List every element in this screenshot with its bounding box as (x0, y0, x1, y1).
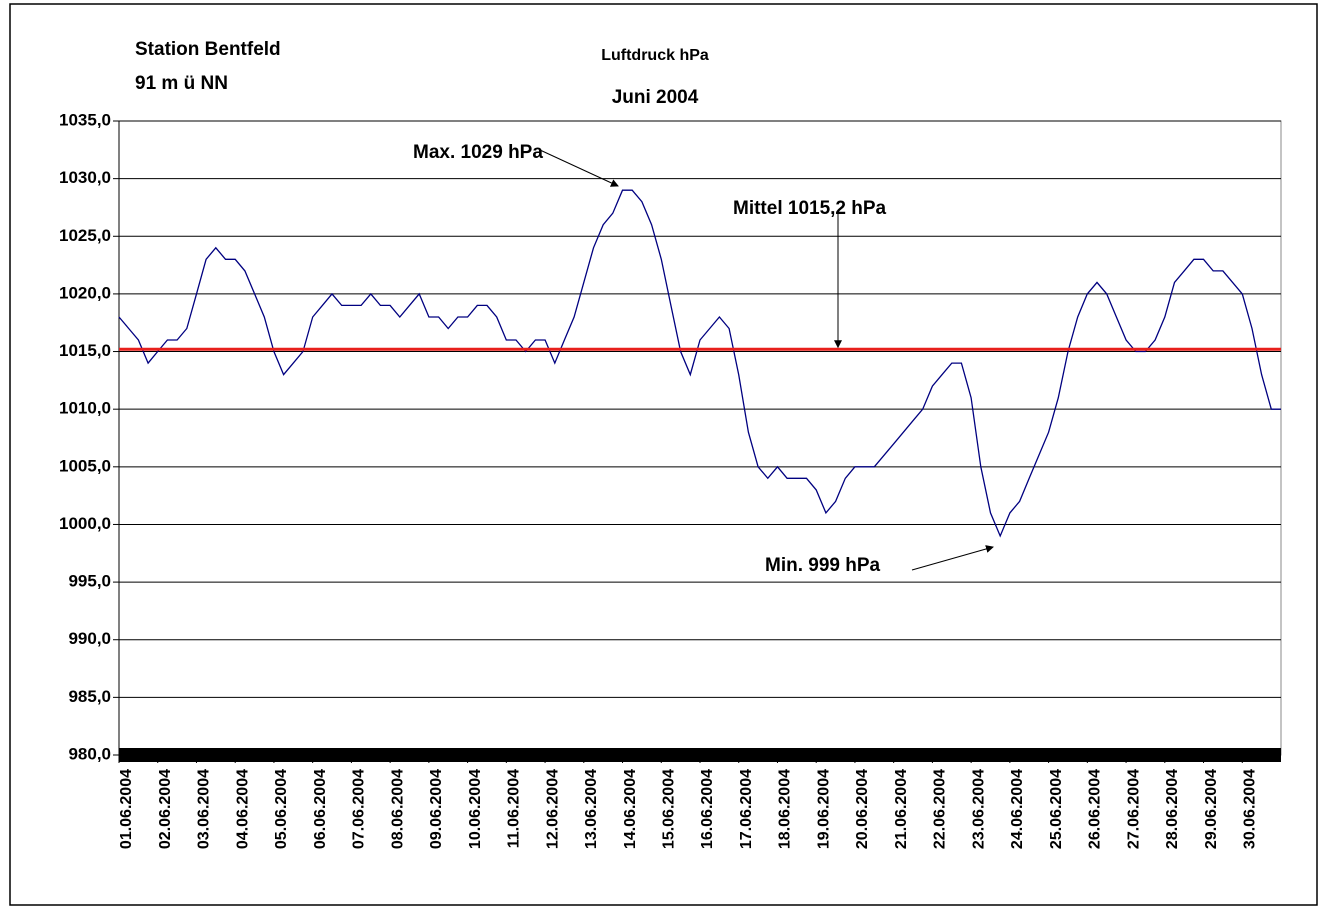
x-tick-label: 12.06.2004 (544, 769, 561, 849)
y-tick-label: 1020,0 (59, 283, 111, 302)
y-tick-label: 1005,0 (59, 456, 111, 475)
data-line (118, 189, 1281, 538)
x-tick-label: 05.06.2004 (273, 769, 290, 849)
x-tick-label: 09.06.2004 (428, 769, 445, 849)
x-tick-label: 25.06.2004 (1048, 769, 1065, 849)
annotation-arrow (911, 545, 994, 571)
x-tick-label: 13.06.2004 (583, 769, 600, 849)
y-tick-label: 1035,0 (59, 110, 111, 129)
x-tick-label: 18.06.2004 (777, 769, 794, 849)
x-tick-label: 27.06.2004 (1125, 769, 1142, 849)
annotation: Min. 999 hPa (765, 555, 881, 576)
x-tick-label: 08.06.2004 (389, 769, 406, 849)
x-tick-label: 16.06.2004 (699, 769, 716, 849)
x-tick-label: 03.06.2004 (196, 769, 213, 849)
x-tick-label: 10.06.2004 (467, 769, 484, 849)
y-tick-label: 985,0 (68, 687, 111, 706)
x-tick-label: 17.06.2004 (738, 769, 755, 849)
x-tick-label: 28.06.2004 (1164, 769, 1181, 849)
x-tick-label: 22.06.2004 (932, 769, 949, 849)
x-tick-label: 14.06.2004 (622, 769, 639, 849)
chart-subtitle: Juni 2004 (612, 87, 699, 108)
station-altitude: 91 m ü NN (135, 73, 228, 94)
y-tick-label: 1000,0 (59, 514, 111, 533)
x-tick-label: 30.06.2004 (1241, 769, 1258, 849)
x-axis (119, 748, 1281, 762)
y-tick-label: 1025,0 (59, 226, 111, 245)
x-tick-label: 11.06.2004 (506, 769, 523, 848)
x-tick-label: 15.06.2004 (660, 769, 677, 849)
annotation: Max. 1029 hPa (413, 142, 543, 163)
y-tick-label: 990,0 (68, 629, 111, 648)
x-tick-label: 24.06.2004 (1009, 769, 1026, 849)
x-tick-label: 01.06.2004 (118, 769, 135, 849)
station-name: Station Bentfeld (135, 39, 281, 60)
y-tick-label: 995,0 (68, 572, 111, 591)
x-tick-label: 23.06.2004 (970, 769, 987, 849)
x-tick-label: 21.06.2004 (893, 769, 910, 849)
y-tick-label: 1015,0 (59, 341, 111, 360)
y-tick-label: 980,0 (68, 744, 111, 763)
chart-title: Luftdruck hPa (601, 47, 709, 64)
x-tick-label: 20.06.2004 (854, 769, 871, 849)
x-tick-label: 29.06.2004 (1203, 769, 1220, 849)
x-tick-label: 07.06.2004 (351, 769, 368, 849)
x-tick-label: 02.06.2004 (157, 769, 174, 849)
x-tick-label: 19.06.2004 (815, 769, 832, 849)
x-tick-label: 04.06.2004 (234, 769, 251, 849)
y-tick-label: 1010,0 (59, 399, 111, 418)
x-tick-label: 26.06.2004 (1087, 769, 1104, 849)
y-tick-label: 1030,0 (59, 168, 111, 187)
annotation: Mittel 1015,2 hPa (733, 198, 887, 219)
annotation-arrow (539, 149, 619, 187)
x-tick-label: 06.06.2004 (312, 769, 329, 849)
plot-area (118, 120, 1282, 756)
